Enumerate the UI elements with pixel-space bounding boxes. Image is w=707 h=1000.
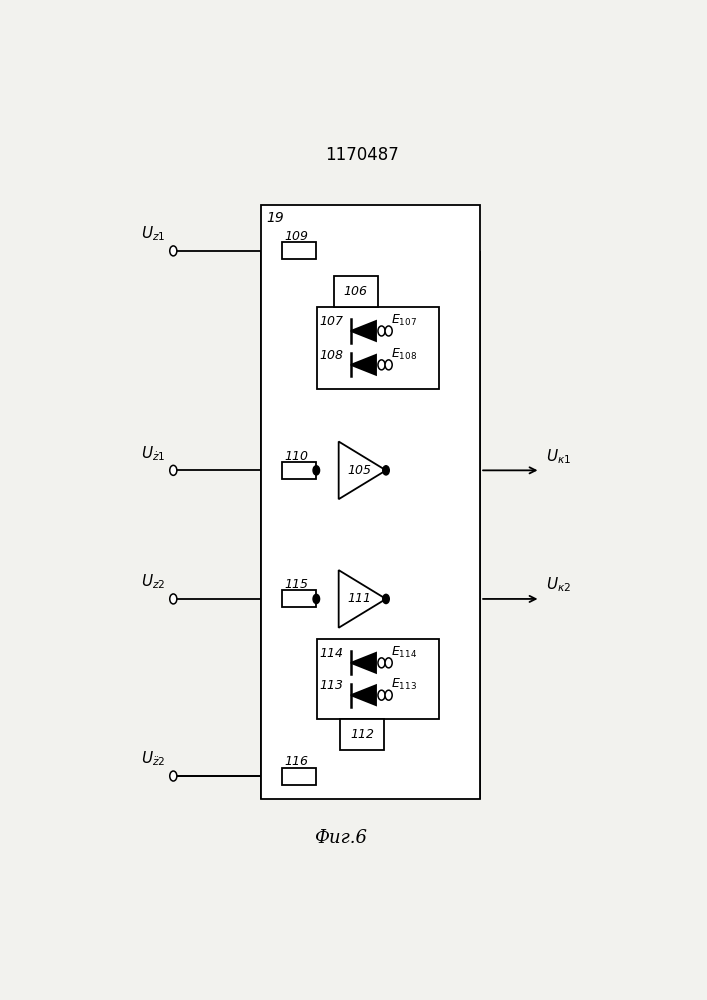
- Polygon shape: [351, 685, 376, 705]
- Circle shape: [378, 360, 385, 370]
- Bar: [282, 462, 316, 479]
- Circle shape: [378, 658, 385, 668]
- Text: 112: 112: [351, 728, 374, 741]
- Circle shape: [313, 594, 320, 604]
- Circle shape: [170, 465, 177, 475]
- Text: 110: 110: [284, 450, 308, 463]
- Circle shape: [385, 326, 392, 336]
- Text: 108: 108: [320, 349, 344, 362]
- Polygon shape: [339, 442, 386, 499]
- Polygon shape: [351, 653, 376, 673]
- Text: 113: 113: [320, 679, 344, 692]
- Text: $U_{z2}$: $U_{z2}$: [141, 573, 165, 591]
- Polygon shape: [339, 570, 386, 628]
- Text: 106: 106: [344, 285, 368, 298]
- Bar: [282, 590, 316, 607]
- Text: 1170487: 1170487: [325, 146, 399, 164]
- Text: Фиг.6: Фиг.6: [314, 829, 367, 847]
- Text: 114: 114: [320, 647, 344, 660]
- Circle shape: [378, 326, 385, 336]
- Bar: [317, 639, 439, 719]
- Text: $U_{\ddot{z}2}$: $U_{\ddot{z}2}$: [141, 750, 165, 768]
- Circle shape: [378, 690, 385, 700]
- Circle shape: [385, 658, 392, 668]
- Bar: [341, 719, 385, 750]
- Text: 105: 105: [348, 464, 372, 477]
- Text: $E_{107}$: $E_{107}$: [392, 313, 417, 328]
- Text: 115: 115: [284, 578, 308, 591]
- Circle shape: [170, 246, 177, 256]
- Polygon shape: [351, 321, 376, 341]
- Text: $U_{z1}$: $U_{z1}$: [141, 225, 165, 243]
- Bar: [282, 768, 316, 785]
- Text: 111: 111: [348, 592, 372, 605]
- Circle shape: [382, 594, 390, 604]
- Circle shape: [313, 466, 320, 475]
- Text: 19: 19: [267, 211, 284, 225]
- Text: 116: 116: [284, 755, 308, 768]
- Circle shape: [170, 771, 177, 781]
- Text: $U_{\dot{z}1}$: $U_{\dot{z}1}$: [141, 444, 165, 463]
- Text: 107: 107: [320, 315, 344, 328]
- Text: $U_{\kappa1}$: $U_{\kappa1}$: [546, 447, 571, 466]
- Bar: [282, 242, 316, 259]
- Circle shape: [170, 594, 177, 604]
- Bar: [261, 205, 480, 799]
- Bar: [334, 276, 378, 307]
- Bar: [317, 307, 439, 389]
- Circle shape: [385, 360, 392, 370]
- Text: $E_{113}$: $E_{113}$: [392, 677, 417, 692]
- Text: $E_{108}$: $E_{108}$: [392, 347, 417, 362]
- Text: 109: 109: [284, 230, 308, 243]
- Text: $U_{\kappa2}$: $U_{\kappa2}$: [546, 576, 571, 594]
- Circle shape: [385, 690, 392, 700]
- Circle shape: [382, 466, 390, 475]
- Text: $E_{114}$: $E_{114}$: [392, 645, 417, 660]
- Polygon shape: [351, 355, 376, 375]
